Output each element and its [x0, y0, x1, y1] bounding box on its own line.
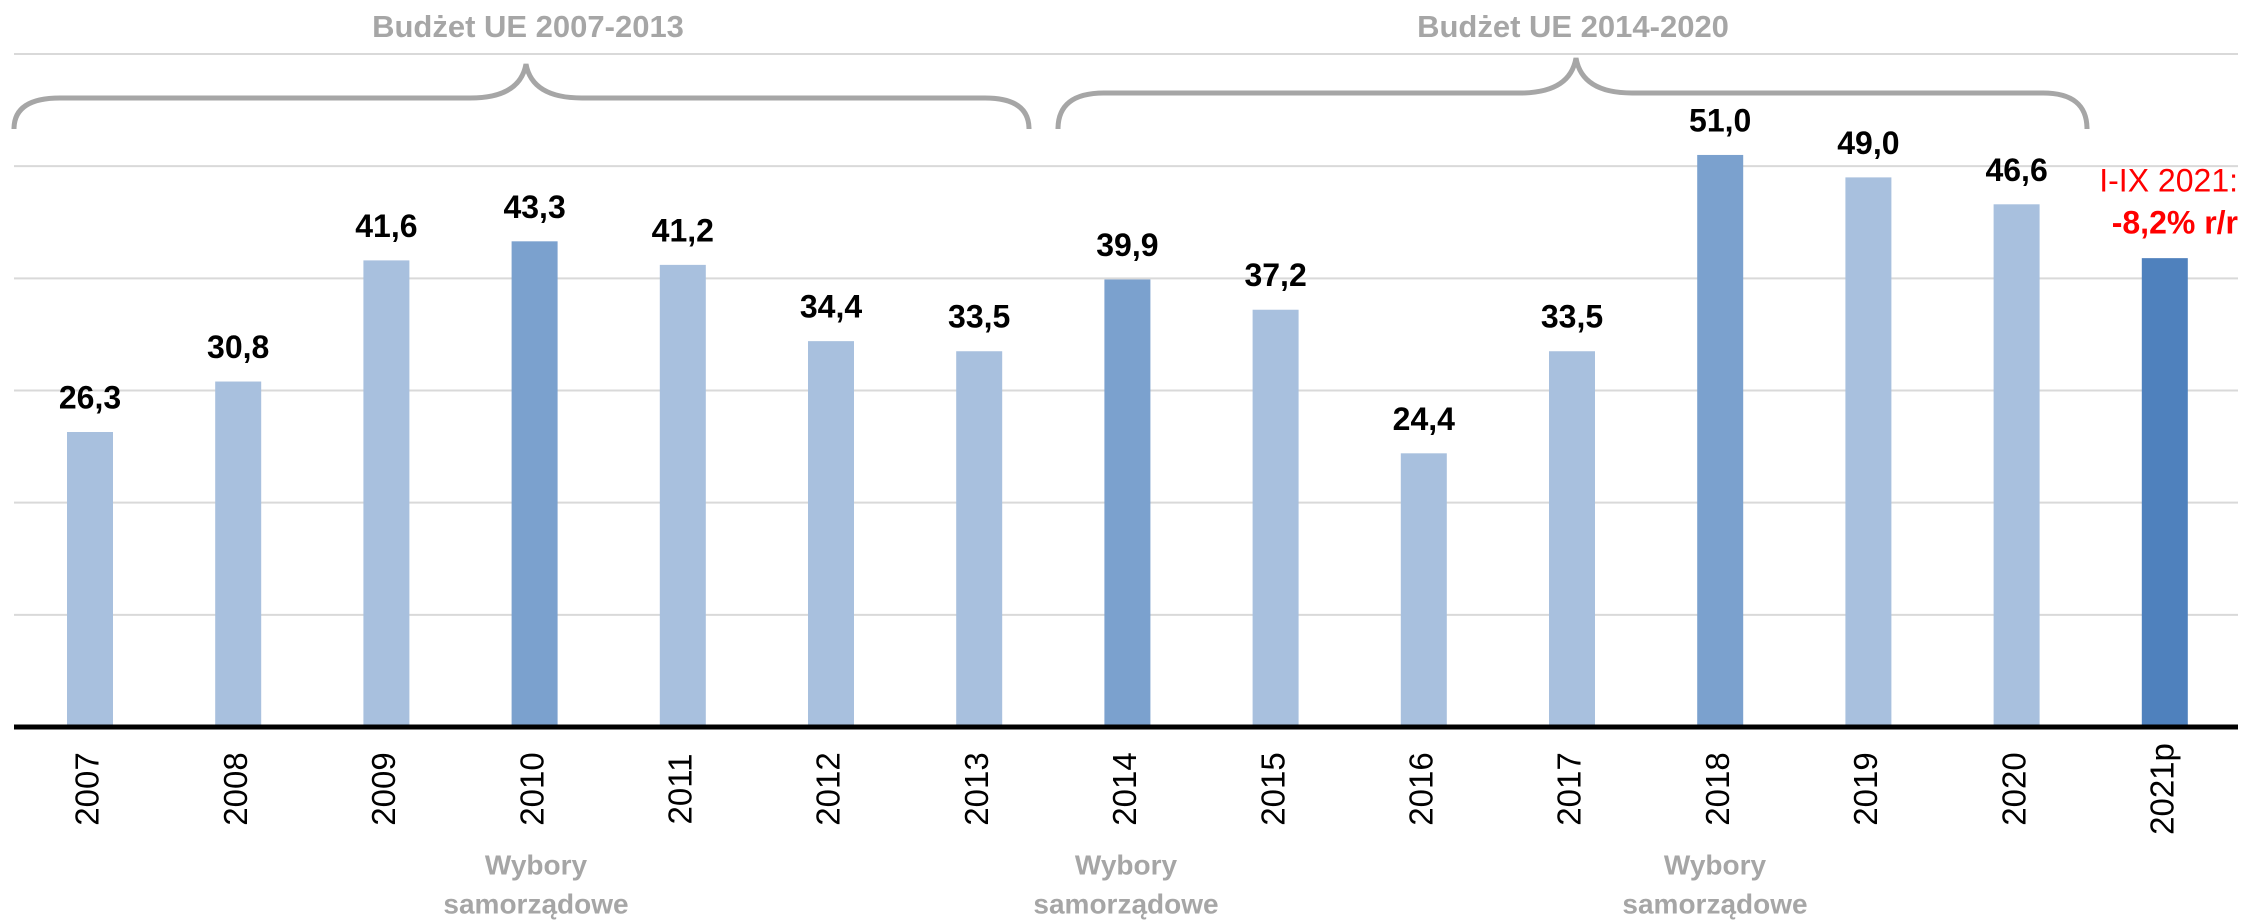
- x-tick-label: 2010: [513, 752, 550, 825]
- bar: [363, 260, 410, 727]
- election-label: samorządowe: [1033, 888, 1218, 919]
- note: -8,2% r/r: [2112, 204, 2238, 240]
- x-tick-label: 2017: [1551, 752, 1588, 825]
- bar: [2141, 258, 2188, 727]
- bar: [1993, 204, 2040, 727]
- x-tick-label: 2016: [1403, 752, 1440, 825]
- bar: [1845, 177, 1892, 728]
- bar: [1252, 309, 1299, 727]
- budget-label: Budżet UE 2014-2020: [1417, 9, 1729, 44]
- x-tick-label: 2021p: [2144, 743, 2181, 835]
- value-label: 41,2: [652, 212, 714, 248]
- x-tick-label: 2018: [1699, 752, 1736, 825]
- value-label: 49,0: [1837, 125, 1899, 161]
- value-label: 24,4: [1393, 401, 1455, 437]
- x-tick-label: 2013: [958, 752, 995, 825]
- x-tick-label: 2007: [69, 752, 106, 825]
- value-label: 37,2: [1244, 257, 1306, 293]
- election-label: Wybory: [1664, 849, 1767, 880]
- x-tick-label: 2014: [1106, 752, 1143, 825]
- budget-label: Budżet UE 2007-2013: [372, 9, 684, 44]
- bar: [1400, 453, 1447, 727]
- value-label: 30,8: [207, 329, 269, 365]
- brace: [11, 63, 1032, 130]
- x-tick-label: 2008: [217, 752, 254, 825]
- bar: [511, 241, 558, 727]
- x-tick-label: 2011: [662, 754, 699, 825]
- brace: [1055, 57, 2090, 130]
- value-label: 51,0: [1689, 102, 1751, 138]
- x-tick-label: 2009: [365, 752, 402, 825]
- x-tick-label: 2019: [1847, 752, 1884, 825]
- bar: [1104, 279, 1151, 727]
- value-label: 39,9: [1096, 227, 1158, 263]
- election-label: Wybory: [1075, 849, 1178, 880]
- value-label: 33,5: [1541, 299, 1603, 335]
- bar: [1549, 351, 1595, 727]
- value-label: 41,6: [355, 208, 417, 244]
- x-tick-label: 2015: [1254, 752, 1291, 825]
- x-tick-label: 2020: [1995, 752, 2032, 825]
- bar: [808, 341, 854, 727]
- bar: [215, 381, 262, 727]
- bar: [1697, 154, 1744, 727]
- x-tick-label: 2012: [810, 752, 847, 825]
- value-label: 33,5: [948, 299, 1010, 335]
- bar: [67, 432, 113, 727]
- value-label: 26,3: [59, 379, 121, 415]
- election-label: samorządowe: [1622, 888, 1807, 919]
- value-label: 34,4: [800, 289, 862, 325]
- bar: [659, 264, 706, 727]
- value-label: 43,3: [503, 189, 565, 225]
- value-label: 46,6: [1985, 152, 2047, 188]
- election-label: Wybory: [485, 849, 588, 880]
- election-label: samorządowe: [443, 888, 628, 919]
- bar: [956, 351, 1003, 727]
- note: I-IX 2021:: [2099, 162, 2238, 198]
